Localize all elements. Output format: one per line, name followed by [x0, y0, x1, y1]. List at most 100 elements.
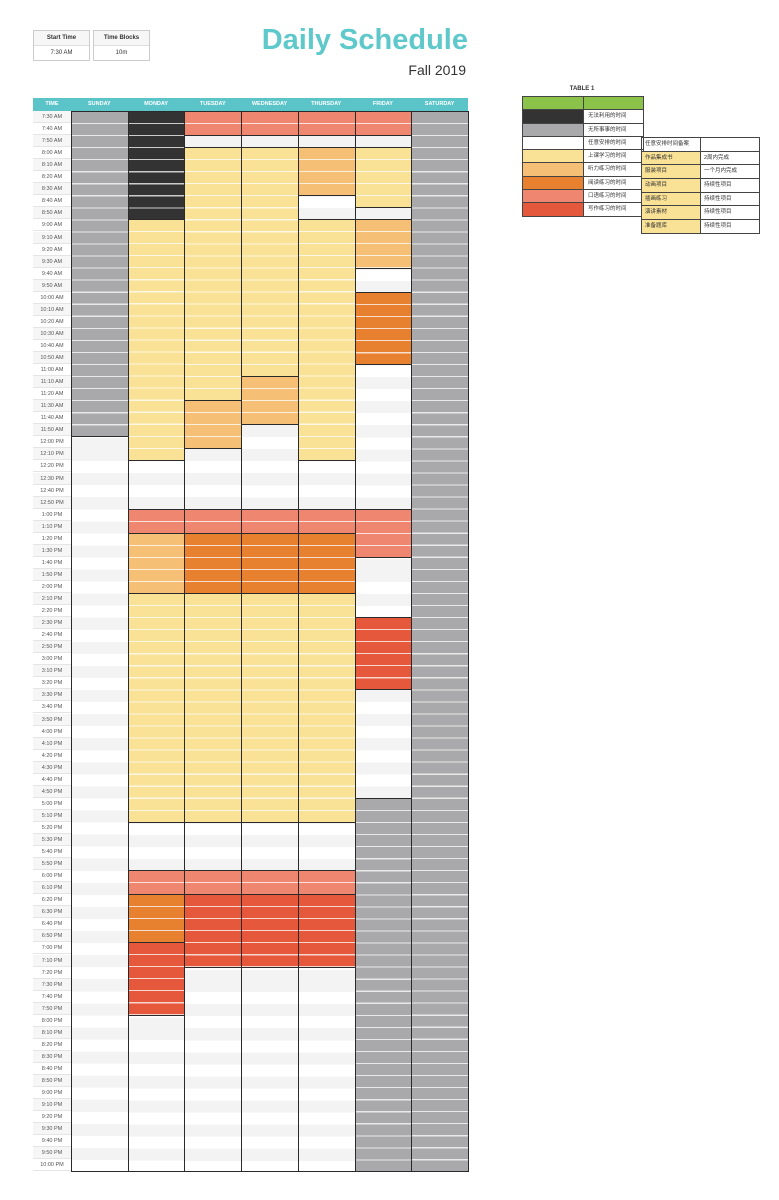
time-block-monday[interactable]	[127, 894, 186, 944]
time-block-thursday[interactable]	[297, 508, 356, 534]
time-block-monday[interactable]	[127, 111, 186, 221]
time-block-friday[interactable]	[354, 508, 413, 558]
row-stripes	[355, 292, 412, 365]
time-block-thursday[interactable]	[297, 532, 356, 594]
row-stripes	[242, 425, 298, 509]
time-block-tuesday[interactable]	[184, 147, 243, 402]
time-label: 7:00 PM	[33, 942, 71, 955]
time-block-thursday[interactable]	[297, 147, 356, 197]
row-stripes	[128, 1015, 185, 1172]
time-block-friday[interactable]	[354, 291, 413, 366]
time-block-monday[interactable]	[127, 1014, 186, 1173]
time-block-monday[interactable]	[127, 219, 186, 462]
legend-title: TABLE 1	[569, 86, 595, 92]
time-block-wednesday[interactable]	[241, 966, 299, 1173]
time-label: 8:30 AM	[33, 183, 71, 196]
legend-swatch	[523, 150, 583, 163]
time-block-monday[interactable]	[127, 532, 186, 594]
time-block-friday[interactable]	[354, 147, 413, 209]
time-block-wednesday[interactable]	[241, 111, 299, 137]
time-block-monday[interactable]	[127, 870, 186, 896]
row-stripes	[242, 136, 298, 148]
time-label: 7:30 AM	[33, 111, 71, 124]
time-blocks-value[interactable]: 10m	[115, 50, 128, 56]
time-block-thursday[interactable]	[297, 894, 356, 968]
time-block-wednesday[interactable]	[241, 593, 299, 823]
row-stripes	[298, 594, 355, 822]
time-block-tuesday[interactable]	[184, 966, 243, 1173]
time-block-wednesday[interactable]	[241, 424, 299, 510]
time-block-friday[interactable]	[354, 797, 413, 1173]
row-stripes	[298, 196, 355, 220]
row-stripes	[355, 136, 412, 148]
time-block-monday[interactable]	[127, 460, 186, 510]
time-block-wednesday[interactable]	[241, 870, 299, 896]
time-block-wednesday[interactable]	[241, 376, 299, 426]
time-block-monday[interactable]	[127, 508, 186, 534]
time-label: 6:10 PM	[33, 882, 71, 895]
time-label: 1:20 PM	[33, 532, 71, 545]
time-block-friday[interactable]	[354, 556, 413, 619]
time-block-friday[interactable]	[354, 111, 413, 137]
start-time-value[interactable]: 7:30 AM	[50, 50, 73, 56]
time-block-tuesday[interactable]	[184, 508, 243, 534]
row-stripes	[298, 895, 355, 967]
time-block-wednesday[interactable]	[241, 894, 299, 968]
time-block-friday[interactable]	[354, 689, 413, 799]
time-label: 9:20 PM	[33, 1111, 71, 1124]
time-block-saturday[interactable]	[411, 111, 469, 1173]
row-stripes	[128, 822, 185, 871]
time-block-tuesday[interactable]	[184, 870, 243, 896]
time-block-friday[interactable]	[354, 617, 413, 691]
time-block-monday[interactable]	[127, 942, 186, 1016]
column-header-sunday: SUNDAY	[87, 101, 111, 107]
time-block-tuesday[interactable]	[184, 448, 243, 510]
time-label: 7:30 PM	[33, 978, 71, 991]
time-block-friday[interactable]	[354, 267, 413, 293]
time-block-thursday[interactable]	[297, 870, 356, 896]
row-stripes	[298, 533, 355, 593]
time-label: 4:40 PM	[33, 773, 71, 786]
time-block-thursday[interactable]	[297, 593, 356, 823]
time-block-tuesday[interactable]	[184, 532, 243, 594]
time-label: 12:10 PM	[33, 448, 71, 461]
row-stripes	[185, 895, 242, 967]
time-block-thursday[interactable]	[297, 460, 356, 510]
time-block-wednesday[interactable]	[241, 821, 299, 872]
time-label: 12:30 PM	[33, 472, 71, 485]
time-block-monday[interactable]	[127, 821, 186, 872]
row-stripes	[355, 148, 412, 208]
time-block-thursday[interactable]	[297, 821, 356, 872]
time-block-wednesday[interactable]	[241, 532, 299, 594]
time-block-sunday[interactable]	[71, 436, 129, 1173]
notes-due: 持续性项目	[704, 182, 732, 189]
time-block-thursday[interactable]	[297, 219, 356, 462]
time-block-thursday[interactable]	[297, 966, 356, 1173]
time-label: 8:10 AM	[33, 159, 71, 172]
time-label: 12:40 PM	[33, 484, 71, 497]
time-block-sunday[interactable]	[71, 111, 129, 438]
time-block-friday[interactable]	[354, 219, 413, 269]
time-block-tuesday[interactable]	[184, 593, 243, 823]
time-label: 10:50 AM	[33, 352, 71, 365]
time-block-thursday[interactable]	[297, 111, 356, 137]
notes-item: 插画练习	[642, 192, 701, 206]
time-block-wednesday[interactable]	[241, 508, 299, 534]
row-stripes	[185, 148, 242, 401]
start-time-box: Start Time 7:30 AM	[33, 30, 90, 61]
row-stripes	[185, 967, 242, 1172]
time-block-friday[interactable]	[354, 364, 413, 510]
time-label: 5:50 PM	[33, 858, 71, 871]
time-block-monday[interactable]	[127, 593, 186, 823]
time-block-wednesday[interactable]	[241, 147, 299, 378]
time-block-tuesday[interactable]	[184, 400, 243, 450]
row-stripes	[128, 112, 185, 220]
row-stripes	[242, 594, 298, 822]
time-block-tuesday[interactable]	[184, 111, 243, 137]
row-stripes	[72, 437, 128, 1172]
time-label: 4:50 PM	[33, 785, 71, 798]
time-block-tuesday[interactable]	[184, 821, 243, 872]
time-block-thursday[interactable]	[297, 195, 356, 221]
time-block-tuesday[interactable]	[184, 894, 243, 968]
time-label: 9:30 PM	[33, 1123, 71, 1136]
